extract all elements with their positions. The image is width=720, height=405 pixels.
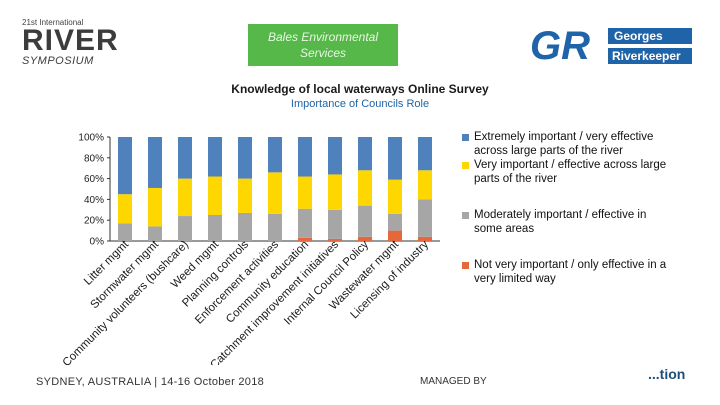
- bar-segment: [238, 178, 252, 213]
- legend-swatch: [462, 162, 469, 169]
- bar-segment: [418, 137, 432, 171]
- legend-label: Very important / effective across large …: [474, 159, 667, 185]
- legend-swatch: [462, 262, 469, 269]
- legend-swatch: [462, 212, 469, 219]
- bar-segment: [178, 137, 192, 179]
- y-tick-label: 80%: [84, 153, 104, 164]
- y-tick-label: 100%: [78, 133, 104, 144]
- bar-segment: [268, 172, 282, 214]
- bar-segment: [328, 209, 342, 239]
- bar-segment: [298, 208, 312, 238]
- sponsor-logo: Bales Environmental Services: [248, 24, 398, 66]
- logo-line2: RIVER: [22, 24, 119, 57]
- gr-line1: Georges: [608, 28, 692, 44]
- bar-segment: [328, 238, 342, 241]
- bar-segment: [298, 237, 312, 241]
- bar-segment: [328, 137, 342, 175]
- footer-logo: ...tion: [648, 366, 686, 382]
- logo-line3: SYMPOSIUM: [22, 55, 94, 67]
- bar-segment: [388, 230, 402, 241]
- bar-segment: [178, 216, 192, 241]
- legend-item-not-very: Not very important / only effective in a…: [462, 258, 672, 286]
- chart-legend: Extremely important / very effective acr…: [462, 130, 672, 308]
- sponsor-line1: Bales Environmental: [267, 30, 379, 44]
- bar-segment: [328, 174, 342, 210]
- y-tick-label: 60%: [84, 174, 104, 185]
- sponsor-line2: Services: [299, 46, 346, 60]
- bar-segment: [388, 179, 402, 214]
- bar-segment: [388, 213, 402, 231]
- bar-segment: [418, 170, 432, 200]
- footer-event-text: SYDNEY, AUSTRALIA | 14-16 October 2018: [36, 376, 265, 388]
- legend-label: Not very important / only effective in a…: [474, 259, 667, 285]
- bar-segment: [298, 137, 312, 177]
- bar-segment: [358, 205, 372, 237]
- legend-label: Extremely important / very effective acr…: [474, 131, 654, 157]
- y-tick-label: 0%: [90, 237, 105, 248]
- chart-title: Knowledge of local waterways Online Surv…: [231, 82, 489, 96]
- bar-segment: [238, 212, 252, 241]
- legend-label: Moderately important / effective in some…: [474, 209, 647, 235]
- bar-segment: [148, 187, 162, 227]
- legend-item-very: Very important / effective across large …: [462, 158, 672, 186]
- bar-segment: [118, 223, 132, 241]
- bar-segment: [208, 215, 222, 241]
- legend-swatch: [462, 134, 469, 141]
- bar-segment: [208, 176, 222, 215]
- bar-segment: [388, 137, 402, 180]
- bar-segment: [268, 137, 282, 173]
- bar-segment: [148, 137, 162, 188]
- bar-segment: [418, 199, 432, 237]
- legend-item-moderately: Moderately important / effective in some…: [462, 208, 672, 236]
- gr-line2: Riverkeeper: [608, 48, 692, 64]
- bar-segment: [358, 170, 372, 206]
- footer-managed-by: MANAGED BY: [420, 376, 487, 387]
- legend-item-extremely: Extremely important / very effective acr…: [462, 130, 672, 158]
- river-symposium-logo: 21st International RIVER SYMPOSIUM: [22, 18, 119, 67]
- bar-segment: [148, 226, 162, 241]
- bar-segment: [118, 137, 132, 195]
- bar-segment: [118, 194, 132, 224]
- y-tick-label: 40%: [84, 195, 104, 206]
- bar-segment: [298, 176, 312, 209]
- bar-segment: [358, 236, 372, 241]
- bar-segment: [358, 137, 372, 171]
- x-tick-label: Community volunteers (bushcare): [61, 239, 192, 365]
- bar-segment: [418, 236, 432, 241]
- bar-segment: [208, 137, 222, 177]
- y-tick-label: 20%: [84, 216, 104, 227]
- stacked-bar-chart: 0%20%40%60%80%100%Litter mgmtStormwater …: [61, 133, 440, 365]
- bar-segment: [178, 178, 192, 217]
- gr-mark: GR: [530, 24, 590, 68]
- georges-riverkeeper-logo: GR Georges Riverkeeper: [530, 22, 695, 68]
- chart-subtitle: Importance of Councils Role: [290, 98, 430, 110]
- logo-line1: 21st International: [22, 18, 84, 27]
- bar-segment: [268, 213, 282, 241]
- bar-segment: [238, 137, 252, 179]
